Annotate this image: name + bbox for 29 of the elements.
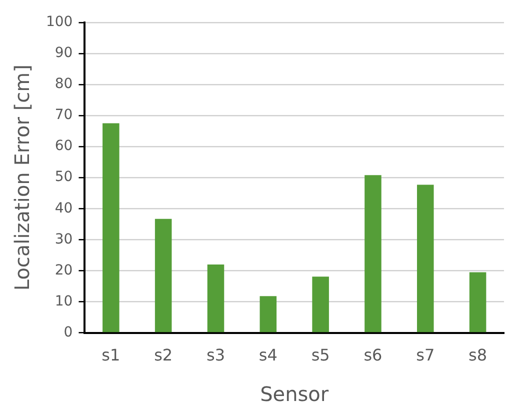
bar [207, 264, 224, 332]
y-tick-label: 100 [46, 14, 73, 30]
y-axis-title: Localization Error [cm] [10, 64, 34, 291]
x-tick-label: s7 [416, 346, 435, 365]
x-tick-label: s6 [364, 346, 382, 365]
x-tick-label: s5 [311, 346, 330, 365]
y-tick-label: 20 [54, 262, 73, 278]
bar [154, 218, 172, 332]
x-axis-title: Sensor [260, 382, 330, 406]
y-tick-label: 50 [54, 169, 73, 186]
bar [417, 184, 434, 332]
x-tick-label: s1 [102, 346, 120, 365]
y-tick-label: 10 [54, 293, 73, 310]
bar [102, 123, 120, 332]
x-tick-label: s3 [206, 346, 226, 365]
bar [312, 276, 329, 332]
bar [469, 272, 486, 332]
x-tick-label: s4 [258, 346, 278, 365]
y-tick-label: 0 [64, 324, 73, 340]
y-tick-label: 70 [54, 107, 73, 124]
bar [364, 175, 382, 332]
bar [260, 296, 277, 332]
y-tick-label: 90 [54, 45, 73, 62]
y-tick-label: 60 [54, 138, 73, 154]
y-tick-label: 30 [54, 231, 73, 248]
y-tick-label: 40 [54, 200, 73, 216]
x-tick-label: s2 [154, 346, 173, 365]
y-tick-label: 80 [54, 76, 73, 92]
x-tick-label: s8 [468, 346, 488, 365]
